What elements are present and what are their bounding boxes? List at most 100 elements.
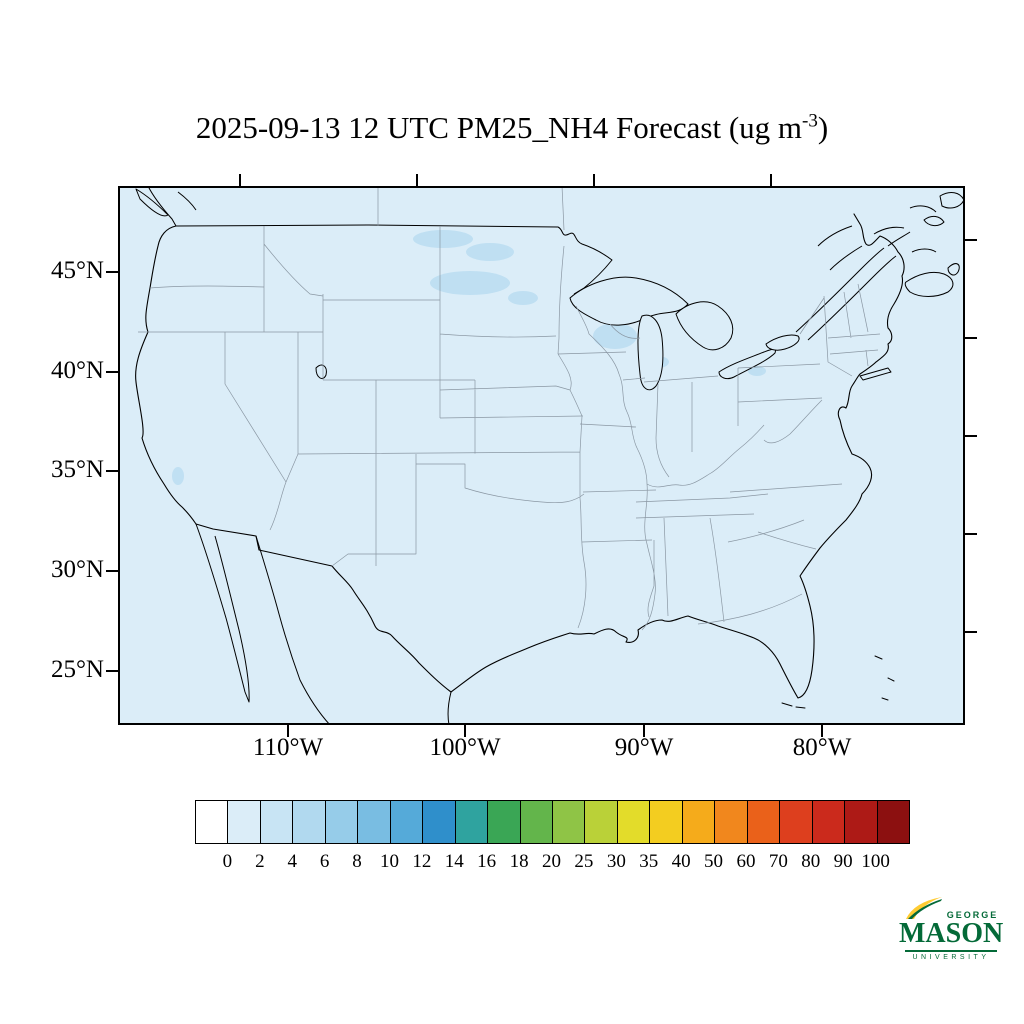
colorbar-label: 14 — [444, 851, 464, 872]
colorbar-label: 12 — [412, 851, 432, 872]
colorbar-label: 90 — [833, 851, 853, 872]
axis-tick — [464, 725, 466, 737]
axis-tick — [106, 570, 118, 572]
lat-label-25n: 25°N — [50, 656, 104, 683]
title-suffix: ) — [817, 110, 829, 145]
canada-province-borders — [377, 186, 565, 231]
logo-rule — [905, 950, 997, 952]
colorbar-label: 40 — [671, 851, 691, 872]
pm25-concentration-patches — [172, 230, 766, 485]
lat-label-45n: 45°N — [50, 257, 104, 284]
gulf-atlantic-coast — [450, 213, 905, 699]
axis-tick — [965, 435, 977, 437]
colorbar-label: 20 — [542, 851, 561, 872]
axis-tick — [643, 725, 645, 737]
colorbar-cell — [260, 801, 294, 843]
colorbar-cell — [228, 801, 261, 843]
lon-label-80w: 80°W — [792, 734, 852, 761]
colorbar-cell — [358, 801, 391, 843]
pm25-patch — [593, 323, 637, 349]
colorbar-cell — [455, 801, 489, 843]
axis-tick — [821, 725, 823, 737]
state-borders — [138, 226, 881, 631]
pm25-patch — [172, 467, 184, 485]
british-columbia-coast — [147, 186, 197, 227]
lake-superior — [569, 276, 689, 326]
axis-tick — [965, 239, 977, 241]
colorbar-label: 8 — [352, 851, 362, 872]
colorbar-cell — [812, 801, 846, 843]
lon-label-90w: 90°W — [614, 734, 674, 761]
colorbar-label: 50 — [704, 851, 724, 872]
lake-ontario — [765, 334, 800, 351]
quebec-shoreline — [817, 225, 863, 271]
gaspe-new-brunswick-coast — [873, 226, 911, 247]
gmu-logo-mason: MASON — [899, 918, 1004, 949]
colorbar-label: 30 — [606, 851, 626, 872]
axis-tick — [106, 470, 118, 472]
coastal-islands — [781, 367, 895, 709]
colorbar-cell — [845, 801, 878, 843]
colorbar-cell — [488, 801, 521, 843]
colorbar-cell — [585, 801, 618, 843]
axis-tick — [770, 174, 772, 186]
axis-tick — [416, 174, 418, 186]
colorbar-label: 60 — [736, 851, 756, 872]
colorbar-label: 70 — [768, 851, 788, 872]
lake-michigan — [637, 314, 664, 391]
colorbar-cell — [552, 801, 586, 843]
great-lakes — [315, 276, 800, 391]
colorbar-cell — [682, 801, 716, 843]
us-canada-border — [175, 224, 613, 295]
lon-label-110w: 110°W — [252, 734, 324, 761]
colorbar-labels: 0 2 4 6 8 10 12 14 16 18 20 25 30 35 40 50 60 70 80 90 100 — [195, 851, 910, 877]
page-title: 2025-09-13 12 UTC PM25_NH4 Forecast (ug … — [0, 110, 1024, 146]
pacific-coast — [135, 225, 197, 525]
colorbar-cell — [390, 801, 424, 843]
colorbar-label: 100 — [861, 851, 890, 872]
colorbar-cell — [747, 801, 781, 843]
colorbar-cell — [520, 801, 553, 843]
colorbar-label: 4 — [287, 851, 297, 872]
axis-tick — [106, 371, 118, 373]
colorbar-label: 16 — [477, 851, 497, 872]
axis-tick — [965, 533, 977, 535]
colorbar-label: 25 — [574, 851, 594, 872]
axis-tick — [965, 337, 977, 339]
colorbar-cell — [650, 801, 683, 843]
pm25-patch — [508, 291, 538, 305]
gmu-logo-george: GEORGE — [946, 910, 999, 920]
colorbar-cell — [617, 801, 651, 843]
baja-california — [195, 523, 250, 703]
lake-erie — [718, 348, 776, 380]
colorbar-label: 80 — [801, 851, 821, 872]
pm25-patch — [466, 243, 514, 261]
colorbar-cell — [423, 801, 456, 843]
pm25-patch — [748, 366, 766, 376]
axis-tick — [106, 271, 118, 273]
colorbar-cell — [196, 801, 229, 843]
lon-label-100w: 100°W — [429, 734, 501, 761]
colorbar-cell — [293, 801, 326, 843]
mexico-features — [195, 523, 452, 725]
pm25-patch — [413, 230, 473, 248]
mexico-pacific-coast — [255, 535, 331, 725]
gmu-logo-top: GEORGE — [899, 894, 1003, 920]
map-frame — [118, 186, 965, 725]
colorbar-label: 2 — [255, 851, 265, 872]
axis-tick — [593, 174, 595, 186]
title-exponent: -3 — [802, 110, 818, 132]
gmu-logo-university: UNIVERSITY — [912, 954, 990, 961]
colorbar-cell — [780, 801, 813, 843]
axis-tick — [106, 670, 118, 672]
colorbar-label: 35 — [639, 851, 659, 872]
forecast-map — [118, 186, 965, 725]
mexico-gulf-coast — [447, 691, 452, 725]
great-salt-lake — [315, 364, 327, 379]
vancouver-island — [135, 188, 169, 217]
lake-huron — [675, 301, 734, 351]
us-coastline — [135, 213, 905, 709]
us-mexico-border — [195, 523, 452, 693]
colorbar-label: 10 — [379, 851, 399, 872]
